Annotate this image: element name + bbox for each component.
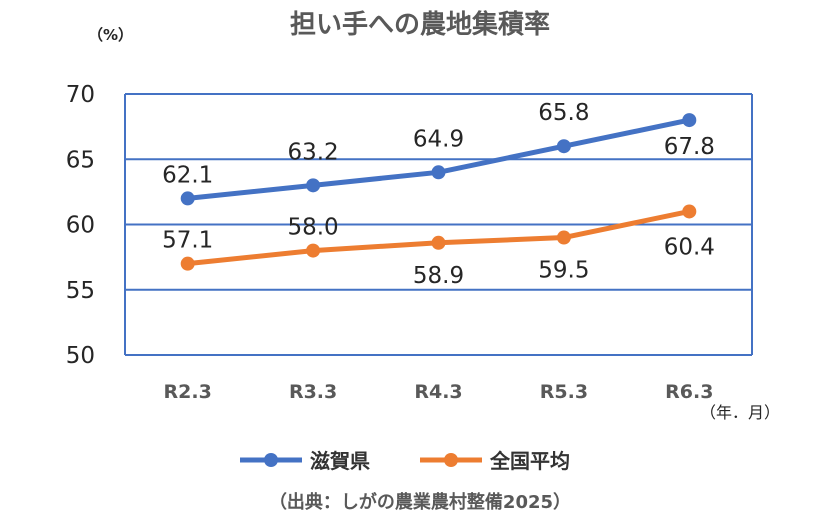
data-label: 57.1 (162, 228, 213, 254)
data-label: 64.9 (413, 126, 464, 152)
source-note: （出典：しがの農業農村整備2025） (269, 491, 571, 513)
legend-marker-shiga (264, 453, 278, 467)
legend-marker-national (444, 453, 458, 467)
y-tick-label: 50 (66, 343, 95, 369)
x-tick-label: R2.3 (164, 381, 212, 403)
y-tick-label: 70 (66, 82, 95, 108)
x-axis-ticks: R2.3 R3.3 R4.3 R5.3 R6.3 (164, 381, 714, 403)
data-point (306, 178, 321, 193)
x-tick-label: R4.3 (414, 381, 462, 403)
data-point (431, 235, 446, 250)
legend-label-shiga: 滋賀県 (310, 449, 370, 473)
data-point (306, 243, 321, 258)
gridlines (124, 93, 753, 356)
data-point (556, 230, 571, 245)
data-point (682, 204, 697, 219)
data-label: 63.2 (287, 139, 338, 165)
data-label: 58.0 (287, 215, 338, 241)
data-point (556, 139, 571, 154)
y-tick-label: 60 (66, 213, 95, 239)
x-tick-label: R3.3 (289, 381, 337, 403)
x-tick-label: R6.3 (665, 381, 713, 403)
data-point (431, 165, 446, 180)
y-tick-label: 65 (66, 147, 95, 173)
y-axis-unit: （%） (88, 26, 133, 44)
data-point (180, 256, 195, 271)
y-tick-label: 55 (66, 278, 95, 304)
x-tick-label: R5.3 (540, 381, 588, 403)
data-labels: 62.1 63.2 64.9 65.8 67.8 57.1 58.0 58.9 59.5 60.4 (162, 100, 715, 289)
data-label: 59.5 (538, 258, 589, 284)
data-label: 58.9 (413, 263, 464, 289)
chart-title: 担い手への農地集積率 (290, 9, 550, 40)
data-point (180, 191, 195, 206)
data-label: 62.1 (162, 162, 213, 188)
data-label: 60.4 (664, 234, 715, 260)
x-axis-unit: （年．月） (700, 403, 780, 422)
data-point (682, 113, 697, 128)
data-label: 67.8 (664, 134, 715, 160)
legend: 滋賀県 全国平均 (240, 449, 570, 473)
legend-label-national: 全国平均 (489, 449, 570, 473)
y-axis-ticks: 50 55 60 65 70 (66, 82, 95, 369)
series-layer (180, 113, 697, 271)
data-label: 65.8 (538, 100, 589, 126)
